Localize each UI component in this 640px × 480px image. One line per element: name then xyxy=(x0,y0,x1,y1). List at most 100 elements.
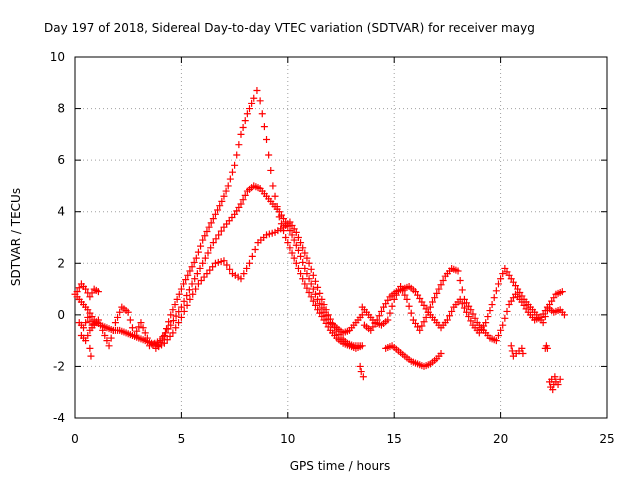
data-point xyxy=(551,373,559,381)
data-point xyxy=(463,308,471,316)
data-point xyxy=(251,246,259,254)
y-tick-label: 0 xyxy=(57,308,65,322)
series-track-E xyxy=(360,264,566,337)
data-point xyxy=(156,337,164,345)
series-early-cluster xyxy=(73,280,151,350)
data-point xyxy=(292,228,300,236)
data-point xyxy=(482,319,490,327)
data-point xyxy=(305,289,313,297)
data-point xyxy=(290,236,298,244)
data-point xyxy=(107,334,115,342)
data-point xyxy=(328,319,336,327)
data-point xyxy=(215,231,223,239)
data-point xyxy=(386,309,394,317)
y-axis-label: SDTVAR / TECUs xyxy=(9,188,23,286)
data-point xyxy=(86,317,94,325)
data-point xyxy=(405,302,413,310)
data-point xyxy=(199,259,207,267)
data-point xyxy=(318,295,326,303)
data-point xyxy=(180,307,188,315)
data-point xyxy=(303,270,311,278)
data-point xyxy=(307,293,315,301)
data-point xyxy=(169,329,177,337)
data-point xyxy=(418,322,426,330)
data-point xyxy=(222,187,230,195)
data-point xyxy=(80,324,88,332)
data-point xyxy=(429,298,437,306)
data-point xyxy=(188,280,196,288)
data-point xyxy=(224,182,232,190)
data-point xyxy=(212,235,220,243)
grid xyxy=(75,57,607,418)
data-point xyxy=(316,300,324,308)
data-point xyxy=(220,257,228,265)
y-tick-label: 10 xyxy=(50,50,65,64)
y-tick-label: 4 xyxy=(57,205,65,219)
data-point xyxy=(86,293,94,301)
data-point xyxy=(301,249,309,257)
data-point xyxy=(560,311,568,319)
data-point xyxy=(299,244,307,252)
data-point xyxy=(171,301,179,309)
data-point xyxy=(420,318,428,326)
data-point xyxy=(248,99,256,107)
data-point xyxy=(186,295,194,303)
data-point xyxy=(401,291,409,299)
data-point xyxy=(471,314,479,322)
data-point xyxy=(297,239,305,247)
data-point xyxy=(180,297,188,305)
data-point xyxy=(169,306,177,314)
data-point xyxy=(240,270,248,278)
data-point xyxy=(501,314,509,322)
data-point xyxy=(519,350,527,358)
data-point xyxy=(237,200,245,208)
data-point xyxy=(309,271,317,279)
data-point xyxy=(185,286,193,294)
data-point xyxy=(191,275,199,283)
y-tick-label: -2 xyxy=(53,359,65,373)
data-point xyxy=(172,312,180,320)
data-point xyxy=(126,316,134,324)
data-point xyxy=(211,210,219,218)
data-point xyxy=(116,308,124,316)
x-tick-label: 20 xyxy=(493,432,508,446)
data-point xyxy=(180,280,188,288)
data-point xyxy=(258,110,266,118)
data-point xyxy=(241,117,249,125)
data-point xyxy=(297,270,305,278)
data-point xyxy=(301,264,309,272)
data-point xyxy=(469,310,477,318)
series-scattered xyxy=(86,342,564,394)
data-point xyxy=(357,368,365,376)
data-point xyxy=(205,223,213,231)
data-point xyxy=(356,362,364,370)
data-point xyxy=(539,319,547,327)
data-point xyxy=(359,373,367,381)
chart-title: Day 197 of 2018, Sidereal Day-to-day VTE… xyxy=(44,21,535,35)
data-point xyxy=(458,286,466,294)
data-point xyxy=(503,307,511,315)
data-point xyxy=(267,166,275,174)
data-point xyxy=(467,317,475,325)
data-point xyxy=(284,239,292,247)
data-point xyxy=(182,276,190,284)
data-point xyxy=(201,232,209,240)
data-point xyxy=(303,284,311,292)
data-point xyxy=(499,270,507,278)
data-point xyxy=(488,301,496,309)
data-point xyxy=(228,168,236,176)
data-point xyxy=(446,312,454,320)
data-point xyxy=(193,270,201,278)
x-tick-label: 0 xyxy=(71,432,79,446)
data-point xyxy=(226,265,234,273)
data-point xyxy=(324,311,332,319)
data-point xyxy=(301,280,309,288)
data-point xyxy=(196,264,204,272)
data-point xyxy=(141,329,149,337)
data-point xyxy=(288,249,296,257)
data-point xyxy=(109,326,117,334)
data-point xyxy=(82,319,90,327)
data-point xyxy=(286,227,294,235)
data-point xyxy=(192,285,200,293)
data-point xyxy=(192,254,200,262)
